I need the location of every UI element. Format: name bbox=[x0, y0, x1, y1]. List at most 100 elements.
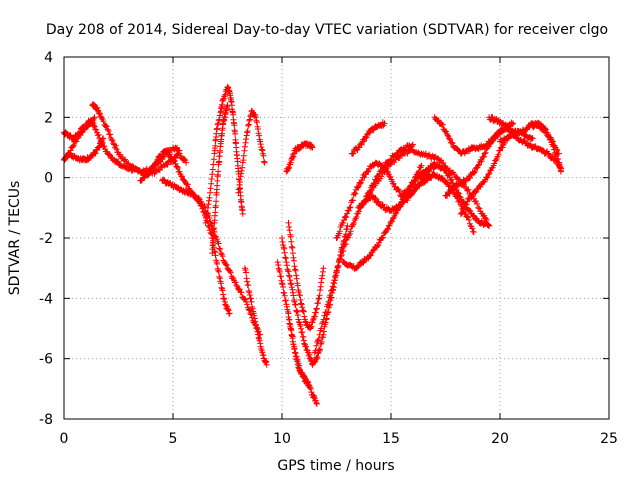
data-point bbox=[347, 204, 354, 211]
data-point bbox=[294, 312, 301, 319]
data-point bbox=[409, 181, 416, 188]
data-point bbox=[298, 301, 305, 308]
data-point bbox=[227, 269, 234, 276]
data-point bbox=[336, 228, 343, 235]
data-point bbox=[109, 137, 116, 144]
data-point bbox=[349, 197, 356, 204]
x-tick-label: 0 bbox=[60, 431, 69, 447]
data-point bbox=[301, 374, 308, 381]
data-point bbox=[290, 153, 297, 160]
data-point bbox=[347, 228, 354, 235]
data-point bbox=[158, 153, 165, 160]
data-point bbox=[222, 261, 229, 268]
data-point bbox=[320, 316, 327, 323]
data-point bbox=[385, 222, 392, 229]
data-point bbox=[285, 219, 292, 226]
data-point bbox=[174, 163, 181, 170]
data-point bbox=[558, 168, 564, 175]
data-point bbox=[290, 341, 297, 348]
data-point bbox=[96, 110, 103, 116]
data-point bbox=[353, 214, 360, 220]
series-arc-15 bbox=[285, 310, 312, 389]
series-arc-2 bbox=[61, 135, 107, 164]
data-point bbox=[472, 189, 479, 196]
y-axis-label: SDTVAR / TECUs bbox=[7, 181, 23, 296]
data-point bbox=[321, 312, 328, 319]
data-point bbox=[366, 129, 373, 136]
data-point bbox=[333, 269, 340, 276]
data-point bbox=[451, 171, 458, 178]
data-point bbox=[256, 132, 263, 139]
data-point bbox=[308, 323, 315, 330]
data-point bbox=[217, 246, 224, 253]
data-point bbox=[446, 135, 453, 142]
data-point bbox=[275, 265, 282, 272]
data-point bbox=[292, 267, 299, 274]
data-point bbox=[510, 120, 517, 127]
data-point bbox=[239, 164, 246, 171]
data-point bbox=[464, 187, 471, 194]
data-point bbox=[439, 121, 446, 128]
data-point bbox=[214, 125, 221, 132]
series-arc-9 bbox=[235, 107, 268, 196]
data-point bbox=[471, 169, 478, 176]
data-point bbox=[290, 292, 297, 299]
data-point bbox=[542, 125, 548, 132]
data-point bbox=[299, 371, 306, 378]
x-tick-label: 10 bbox=[273, 431, 291, 447]
data-point bbox=[255, 126, 261, 132]
data-point bbox=[476, 205, 483, 212]
data-point bbox=[70, 142, 77, 149]
y-tick-labels: -8 -6 -4 -2 0 2 4 bbox=[39, 50, 53, 428]
data-point bbox=[222, 91, 229, 98]
data-point bbox=[251, 312, 258, 319]
data-point bbox=[350, 150, 357, 157]
data-point bbox=[246, 116, 253, 123]
data-point bbox=[243, 269, 249, 276]
data-point bbox=[253, 119, 260, 126]
data-point bbox=[342, 241, 349, 248]
data-point bbox=[244, 278, 251, 285]
data-point bbox=[302, 318, 309, 325]
data-point bbox=[288, 238, 295, 245]
data-point bbox=[294, 357, 301, 363]
series-arc-19 bbox=[348, 119, 388, 157]
series-arc-13 bbox=[283, 140, 316, 175]
x-tick-label: 20 bbox=[491, 431, 509, 447]
data-point bbox=[343, 214, 350, 221]
data-point bbox=[465, 216, 472, 223]
data-point bbox=[245, 306, 252, 313]
data-point bbox=[204, 210, 211, 216]
series-arc-10 bbox=[241, 265, 270, 368]
data-point bbox=[381, 120, 388, 127]
data-point bbox=[245, 122, 252, 129]
data-point bbox=[471, 168, 478, 175]
data-point bbox=[475, 162, 482, 169]
data-point bbox=[318, 279, 325, 286]
data-point bbox=[492, 133, 499, 140]
data-point bbox=[292, 301, 299, 308]
data-point bbox=[297, 296, 304, 303]
data-point bbox=[220, 291, 227, 298]
data-point bbox=[183, 159, 190, 166]
data-point bbox=[223, 262, 230, 269]
data-point bbox=[233, 282, 240, 289]
data-point bbox=[215, 267, 222, 274]
data-point bbox=[164, 161, 171, 168]
y-tick-label: -2 bbox=[39, 231, 53, 247]
data-point bbox=[370, 247, 377, 254]
data-point bbox=[372, 195, 379, 201]
data-point bbox=[443, 128, 449, 135]
data-point bbox=[209, 225, 216, 232]
data-point bbox=[367, 190, 374, 196]
data-point bbox=[213, 198, 220, 205]
data-point bbox=[385, 225, 391, 232]
data-point bbox=[145, 170, 152, 177]
data-point bbox=[328, 287, 335, 294]
data-point bbox=[428, 174, 435, 181]
data-point bbox=[332, 273, 339, 280]
data-point bbox=[282, 297, 289, 304]
data-point bbox=[380, 234, 387, 241]
data-point bbox=[212, 252, 219, 259]
data-point bbox=[296, 362, 303, 369]
